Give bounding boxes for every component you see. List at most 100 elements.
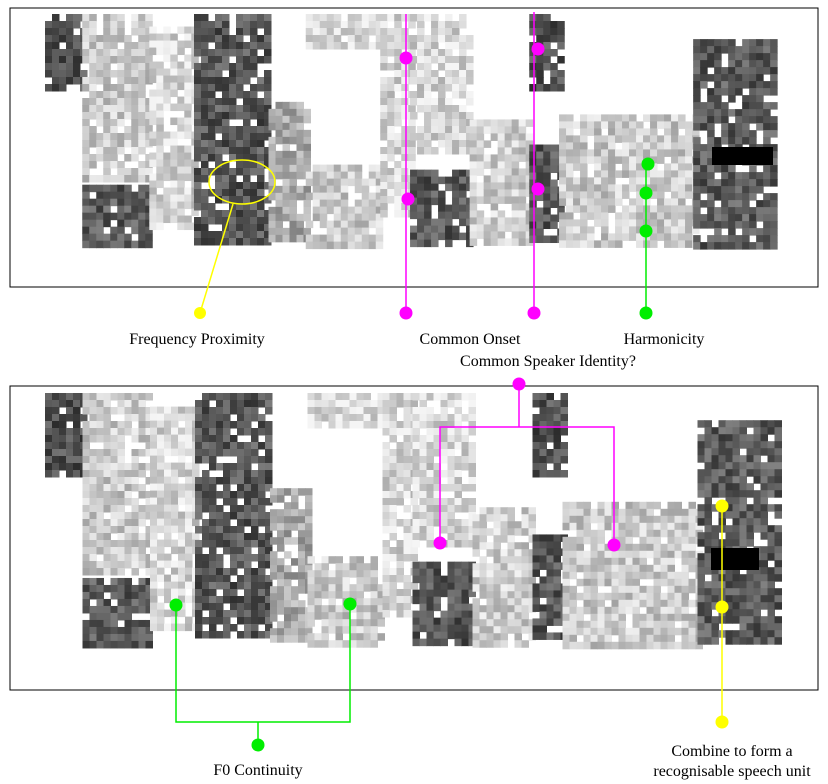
spectrogram-cell	[404, 596, 412, 604]
spectrogram-cell	[754, 630, 762, 638]
spectrogram-cell	[357, 577, 365, 585]
spectrogram-cell	[466, 70, 474, 78]
spectrogram-cell	[139, 428, 147, 436]
spectrogram-cell	[89, 28, 97, 36]
spectrogram-cell	[171, 547, 179, 555]
spectrogram-cell	[66, 70, 74, 78]
spectrogram-cell	[536, 56, 544, 64]
spectrogram-cell	[305, 530, 313, 538]
spectrogram-cell	[222, 147, 230, 155]
spectrogram-cell	[244, 428, 252, 436]
spectrogram-cell	[636, 177, 644, 185]
spectrogram-cell	[270, 558, 278, 566]
spectrogram-cell	[237, 442, 245, 450]
spectrogram-cell	[427, 519, 435, 527]
spectrogram-cell	[675, 516, 683, 524]
spectrogram-cell	[529, 201, 537, 209]
spectrogram-cell	[498, 147, 506, 155]
spectrogram-cell	[380, 161, 388, 169]
spectrogram-cell	[424, 191, 432, 199]
spectrogram-cell	[664, 170, 672, 178]
spectrogram-cell	[501, 556, 509, 564]
spectrogram-cell	[689, 635, 697, 643]
spectrogram-cell	[693, 158, 701, 166]
spectrogram-cell	[445, 219, 453, 227]
spectrogram-cell	[223, 596, 231, 604]
spectrogram-cell	[756, 39, 764, 47]
spectrogram-cell	[705, 483, 713, 491]
spectrogram-cell	[698, 455, 706, 463]
spectrogram-cell	[728, 221, 736, 229]
spectrogram-cell	[459, 21, 467, 29]
spectrogram-cell	[83, 585, 91, 593]
spectrogram-cell	[251, 596, 259, 604]
spectrogram-cell	[131, 63, 139, 71]
spectrogram-cell	[364, 563, 372, 571]
spectrogram-cell	[735, 242, 743, 250]
spectrogram-cell	[740, 420, 748, 428]
spectrogram-cell	[355, 228, 363, 236]
spectrogram-cell	[118, 526, 126, 534]
spectrogram-cell	[577, 502, 585, 510]
spectrogram-cell	[438, 177, 446, 185]
spectrogram-cell	[308, 612, 316, 620]
spectrogram-cell	[237, 547, 245, 555]
spectrogram-cell	[209, 512, 217, 520]
spectrogram-cell	[222, 98, 230, 106]
spectrogram-cell	[770, 102, 778, 110]
spectrogram-cell	[408, 126, 416, 134]
spectrogram-cell	[657, 121, 665, 128]
spectrogram-cell	[251, 400, 259, 408]
spectrogram-cell	[209, 575, 217, 583]
spectrogram-cell	[733, 525, 741, 533]
spectrogram-cell	[250, 14, 258, 22]
spectrogram-cell	[484, 196, 492, 204]
spectrogram-cell	[209, 407, 217, 415]
spectrogram-cell	[387, 126, 395, 134]
spectrogram-cell	[420, 625, 428, 633]
spectrogram-cell	[223, 400, 231, 408]
spectrogram-cell	[505, 217, 513, 225]
spectrogram-cell	[647, 628, 655, 636]
spectrogram-cell	[477, 189, 485, 197]
spectrogram-cell	[494, 633, 502, 641]
spectrogram-cell	[775, 553, 783, 561]
spectrogram-cell	[111, 585, 119, 593]
spectrogram-cell	[394, 84, 402, 92]
spectrogram-cell	[455, 576, 463, 584]
spectrogram-cell	[209, 603, 217, 611]
spectrogram-cell	[90, 547, 98, 555]
spectrogram-cell	[728, 60, 736, 68]
spectrogram-cell	[728, 165, 736, 173]
spectrogram-cell	[462, 456, 470, 464]
spectrogram-cell	[647, 565, 655, 573]
spectrogram-cell	[138, 91, 146, 99]
spectrogram-cell	[682, 607, 690, 615]
spectrogram-cell	[404, 428, 412, 436]
spectrogram-cell	[712, 462, 720, 470]
spectrogram-cell	[66, 28, 74, 36]
spectrogram-cell	[103, 77, 111, 85]
spectrogram-cell	[103, 98, 111, 106]
spectrogram-cell	[619, 628, 627, 636]
spectrogram-cell	[66, 35, 74, 43]
spectrogram-cell	[209, 442, 217, 450]
spectrogram-cell	[540, 548, 548, 556]
spectrogram-cell	[149, 160, 157, 168]
spectrogram-cell	[550, 152, 558, 160]
spectrogram-cell	[383, 442, 391, 450]
spectrogram-cell	[170, 104, 178, 112]
spectrogram-cell	[505, 175, 513, 183]
spectrogram-cell	[484, 217, 492, 225]
spectrogram-cell	[371, 633, 379, 641]
spectrogram-cell	[413, 533, 421, 541]
spectrogram-cell	[138, 140, 146, 148]
spectrogram-cell	[362, 35, 370, 43]
spectrogram-cell	[194, 63, 202, 71]
spectrogram-cell	[689, 509, 697, 517]
spectrogram-cell	[110, 14, 118, 22]
spectrogram-cell	[89, 140, 97, 148]
spectrogram-cell	[201, 154, 209, 162]
spectrogram-cell	[682, 635, 690, 643]
spectrogram-cell	[290, 102, 298, 110]
